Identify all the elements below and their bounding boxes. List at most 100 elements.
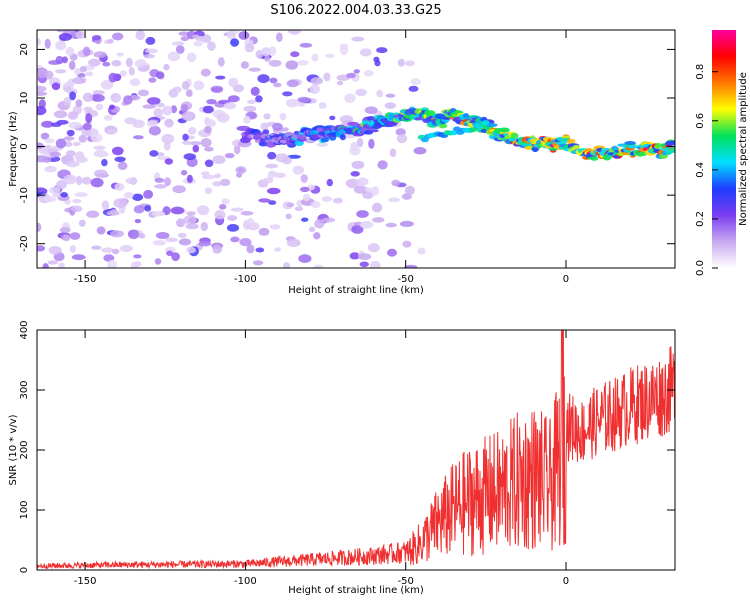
heatmap-cell <box>273 172 286 179</box>
heatmap-cell <box>244 43 255 53</box>
x-tick-label: -150 <box>74 576 97 587</box>
heatmap-cell <box>125 57 133 68</box>
x-tick-label: -100 <box>234 274 257 285</box>
snr-series-line <box>37 330 675 570</box>
heatmap-cell <box>350 171 360 177</box>
heatmap-cell <box>188 126 197 135</box>
heatmap-cell <box>181 111 196 121</box>
heatmap-cell <box>267 151 277 160</box>
heatmap-cell <box>192 144 200 153</box>
snr-panel: -150 -100 -50 0 0 100 200 300 400 Height of str… <box>8 320 676 596</box>
heatmap-cell <box>198 240 212 247</box>
heatmap-cell <box>40 132 50 140</box>
heatmap-cell <box>255 247 265 253</box>
heatmap-cell <box>410 78 421 86</box>
heatmap-cell <box>162 105 173 116</box>
heatmap-cell <box>176 218 186 228</box>
heatmap-cell <box>370 260 381 268</box>
heatmap-cell <box>94 152 109 157</box>
heatmap-cell <box>44 138 55 144</box>
heatmap-cell <box>196 205 210 216</box>
heatmap-cell <box>359 48 372 57</box>
heatmap-cell <box>408 85 419 92</box>
heatmap-cell <box>286 98 299 108</box>
heatmap-cell <box>147 97 161 105</box>
heatmap-cell <box>260 122 269 131</box>
heatmap-cell <box>182 140 192 145</box>
heatmap-cell <box>92 90 105 95</box>
heatmap-cell <box>221 198 230 205</box>
heatmap-cell <box>165 237 178 243</box>
heatmap-cell <box>74 68 81 75</box>
heatmap-cell <box>69 244 76 253</box>
heatmap-cell <box>655 142 662 148</box>
heatmap-cell <box>624 141 636 145</box>
heatmap-cell <box>102 61 111 67</box>
heatmap-cell <box>119 70 127 77</box>
heatmap-cell <box>72 77 86 85</box>
heatmap-cell <box>117 161 128 170</box>
colorbar-tick-label: 0.2 <box>695 211 706 227</box>
heatmap-cell <box>69 232 81 240</box>
heatmap-cell <box>397 58 405 67</box>
snr-y-ticks: 0 100 200 300 400 <box>19 320 675 573</box>
heatmap-cell <box>268 200 277 205</box>
heatmap-cell <box>145 48 158 54</box>
heatmap-cell <box>167 51 181 62</box>
heatmap-cell <box>69 91 76 101</box>
y-tick-label: 400 <box>19 320 30 339</box>
heatmap-cell <box>212 244 223 254</box>
heatmap-cell <box>377 160 388 170</box>
heatmap-cell <box>143 54 155 59</box>
heatmap-cell <box>123 95 133 105</box>
heatmap-cell <box>301 217 309 222</box>
heatmap-cell <box>353 69 360 74</box>
heatmap-cell <box>48 246 62 255</box>
heatmap-cell <box>257 74 270 84</box>
heatmap-cell <box>345 178 360 189</box>
heatmap-cell <box>43 196 57 203</box>
heatmap-cell <box>164 177 172 187</box>
heatmap-cell <box>172 185 186 194</box>
heatmap-cell <box>336 81 344 86</box>
heatmap-cell <box>106 210 120 216</box>
x-tick-label: -150 <box>74 274 97 285</box>
heatmap-cell <box>63 97 72 106</box>
heatmap-cell <box>63 234 71 242</box>
heatmap-cell <box>299 42 313 48</box>
heatmap-cell <box>163 63 170 71</box>
heatmap-cell <box>132 193 144 201</box>
heatmap-cell <box>96 226 106 235</box>
heatmap-cell <box>332 197 343 204</box>
heatmap-cell <box>85 71 94 77</box>
heatmap-cell <box>88 58 101 67</box>
heatmap-cell <box>290 51 300 58</box>
heatmap-cell <box>347 121 359 126</box>
heatmap-cell <box>204 146 214 152</box>
spectrogram-x-ticks: -150 -100 -50 0 <box>74 30 569 285</box>
heatmap-cell <box>178 238 192 246</box>
snr-line-group <box>37 330 675 570</box>
heatmap-cell <box>237 167 244 173</box>
heatmap-cell <box>339 134 346 141</box>
heatmap-cell <box>391 179 401 187</box>
heatmap-cell <box>137 89 150 97</box>
heatmap-cell <box>279 139 288 144</box>
heatmap-cell <box>76 156 88 163</box>
heatmap-cell <box>56 179 67 190</box>
heatmap-cell <box>107 38 114 44</box>
heatmap-cell <box>303 193 311 202</box>
heatmap-cell <box>273 82 282 88</box>
spectrogram-y-ticks: -20 -10 0 10 20 <box>19 43 675 252</box>
heatmap-cell <box>91 35 102 41</box>
heatmap-cell <box>349 252 360 260</box>
heatmap-cell <box>42 156 52 163</box>
y-tick-label: 300 <box>19 380 30 399</box>
heatmap-cell <box>668 147 675 153</box>
snr-x-ticks: -150 -100 -50 0 <box>74 330 569 587</box>
heatmap-cell <box>86 210 100 218</box>
heatmap-cell <box>204 159 214 168</box>
heatmap-cell <box>119 244 133 253</box>
heatmap-cell <box>211 87 223 93</box>
